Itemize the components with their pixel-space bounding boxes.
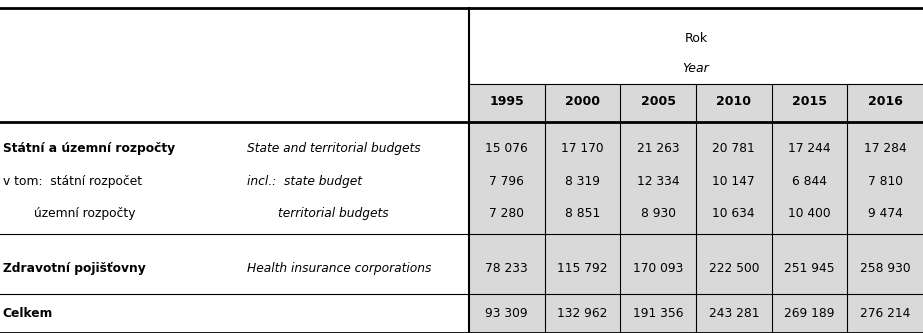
Text: 2016: 2016 bbox=[868, 95, 903, 108]
Text: v tom:  státní rozpočet: v tom: státní rozpočet bbox=[3, 175, 142, 188]
Text: 2005: 2005 bbox=[641, 95, 676, 108]
Text: 9 474: 9 474 bbox=[868, 207, 903, 220]
Text: 10 147: 10 147 bbox=[713, 175, 755, 188]
Text: Health insurance corporations: Health insurance corporations bbox=[247, 261, 432, 275]
Text: Celkem: Celkem bbox=[3, 307, 53, 320]
Text: State and territorial budgets: State and territorial budgets bbox=[247, 142, 421, 155]
Text: 258 930: 258 930 bbox=[860, 261, 910, 275]
Text: 7 810: 7 810 bbox=[868, 175, 903, 188]
Text: 10 400: 10 400 bbox=[788, 207, 831, 220]
Text: 2015: 2015 bbox=[792, 95, 827, 108]
Text: 7 280: 7 280 bbox=[489, 207, 524, 220]
Text: territorial budgets: territorial budgets bbox=[247, 207, 389, 220]
Text: 2000: 2000 bbox=[565, 95, 600, 108]
Text: Státní a územní rozpočty: Státní a územní rozpočty bbox=[3, 142, 174, 155]
Text: 115 792: 115 792 bbox=[557, 261, 607, 275]
Text: 17 170: 17 170 bbox=[561, 142, 604, 155]
Text: 21 263: 21 263 bbox=[637, 142, 679, 155]
Text: 8 930: 8 930 bbox=[641, 207, 676, 220]
Text: 243 281: 243 281 bbox=[709, 307, 759, 320]
Text: územní rozpočty: územní rozpočty bbox=[3, 207, 136, 220]
Text: 8 319: 8 319 bbox=[565, 175, 600, 188]
Text: 191 356: 191 356 bbox=[633, 307, 683, 320]
Text: 6 844: 6 844 bbox=[792, 175, 827, 188]
Text: 20 781: 20 781 bbox=[713, 142, 755, 155]
Text: incl.:  state budget: incl.: state budget bbox=[247, 175, 363, 188]
Text: 17 244: 17 244 bbox=[788, 142, 831, 155]
Text: Rok: Rok bbox=[684, 32, 708, 45]
Text: 170 093: 170 093 bbox=[633, 261, 683, 275]
Text: 17 284: 17 284 bbox=[864, 142, 906, 155]
Text: 1995: 1995 bbox=[489, 95, 524, 108]
Text: Year: Year bbox=[683, 62, 709, 75]
Text: 93 309: 93 309 bbox=[485, 307, 528, 320]
Bar bbox=[469, 84, 923, 122]
Text: 132 962: 132 962 bbox=[557, 307, 607, 320]
Text: 8 851: 8 851 bbox=[565, 207, 600, 220]
Text: 269 189: 269 189 bbox=[785, 307, 834, 320]
Text: 7 796: 7 796 bbox=[489, 175, 524, 188]
Text: 251 945: 251 945 bbox=[785, 261, 834, 275]
Text: 276 214: 276 214 bbox=[860, 307, 910, 320]
Text: 15 076: 15 076 bbox=[485, 142, 528, 155]
Text: 2010: 2010 bbox=[716, 95, 751, 108]
Text: Zdravotní pojišťovny: Zdravotní pojišťovny bbox=[3, 261, 146, 275]
Text: 78 233: 78 233 bbox=[485, 261, 528, 275]
Text: 10 634: 10 634 bbox=[713, 207, 755, 220]
Text: 222 500: 222 500 bbox=[709, 261, 759, 275]
Bar bbox=[469, 84, 923, 333]
Text: 12 334: 12 334 bbox=[637, 175, 679, 188]
